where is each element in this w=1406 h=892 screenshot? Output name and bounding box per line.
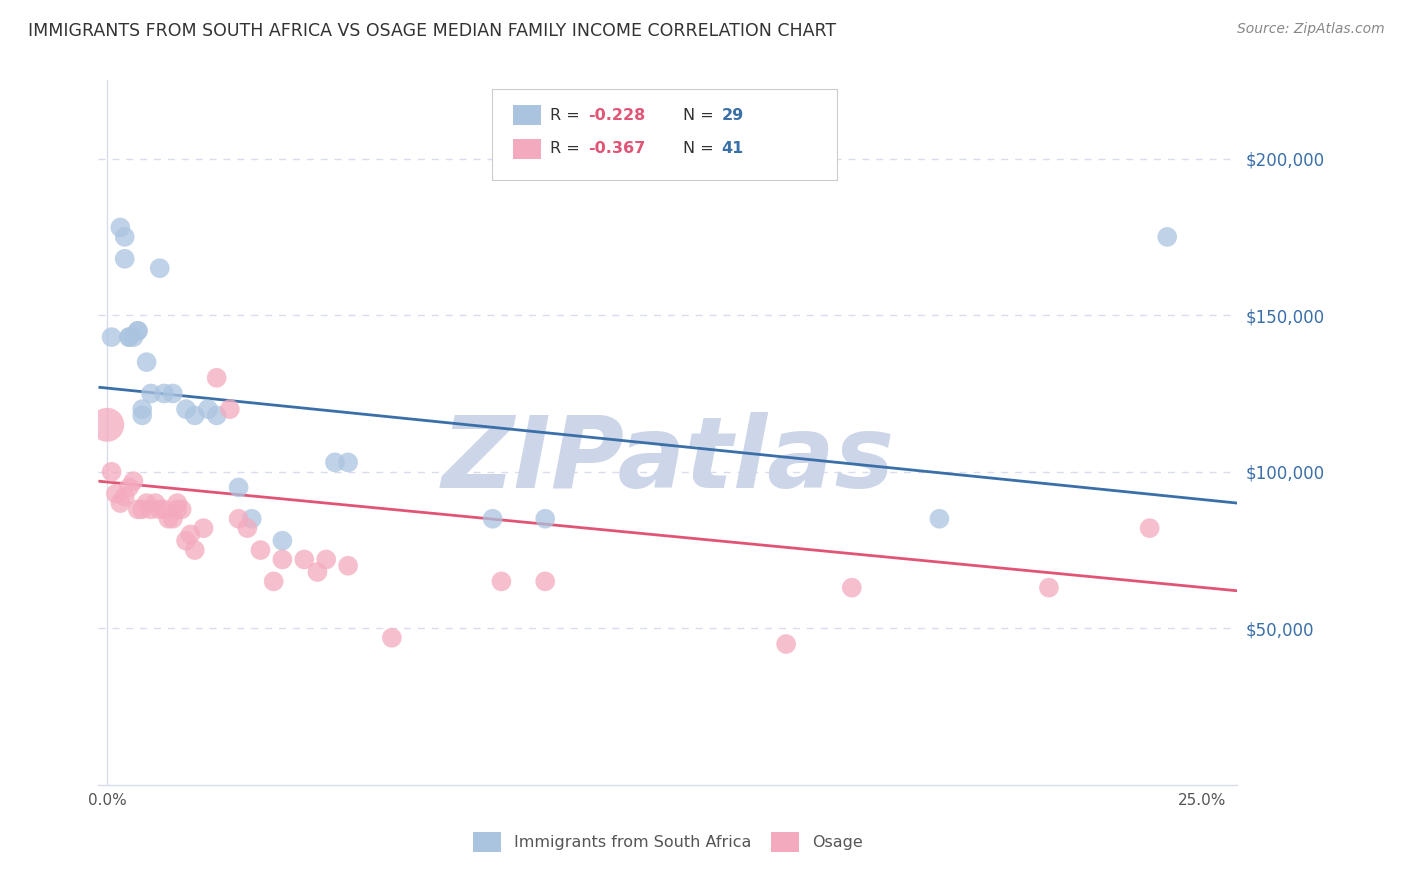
Legend: Immigrants from South Africa, Osage: Immigrants from South Africa, Osage [467,826,869,858]
Point [179,527,201,541]
Point [236,521,259,535]
Point [1156,230,1178,244]
Point [240,512,263,526]
Point [292,552,315,566]
Text: R =: R = [550,142,585,156]
Text: ZIPatlas: ZIPatlas [441,412,894,509]
Point [381,631,404,645]
Point [271,533,294,548]
Point [127,324,149,338]
Point [122,474,145,488]
Point [139,386,162,401]
Point [110,220,132,235]
Point [131,409,153,423]
Point [481,512,503,526]
Text: -0.228: -0.228 [588,108,645,122]
Point [104,486,127,500]
Point [118,480,141,494]
Point [174,402,197,417]
Point [135,355,157,369]
Text: N =: N = [683,108,720,122]
Point [149,502,172,516]
Point [263,574,285,589]
Point [110,496,132,510]
Text: IMMIGRANTS FROM SOUTH AFRICA VS OSAGE MEDIAN FAMILY INCOME CORRELATION CHART: IMMIGRANTS FROM SOUTH AFRICA VS OSAGE ME… [28,22,837,40]
Point [157,512,180,526]
Text: -0.367: -0.367 [588,142,645,156]
Point [534,574,557,589]
Point [149,261,172,276]
Point [139,502,162,516]
Point [1139,521,1161,535]
Point [184,543,207,558]
Point [153,386,176,401]
Point [228,512,250,526]
Point [96,417,118,432]
Point [153,502,176,516]
Point [1038,581,1060,595]
Point [775,637,797,651]
Point [928,512,950,526]
Point [127,324,149,338]
Point [193,521,215,535]
Point [841,581,863,595]
Point [534,512,557,526]
Point [315,552,337,566]
Point [131,402,153,417]
Point [122,330,145,344]
Point [131,502,153,516]
Point [271,552,294,566]
Point [228,480,250,494]
Point [114,252,136,266]
Text: N =: N = [683,142,720,156]
Text: 41: 41 [721,142,744,156]
Point [170,502,193,516]
Point [205,409,228,423]
Point [184,409,207,423]
Point [174,533,197,548]
Point [205,371,228,385]
Point [197,402,219,417]
Point [100,330,122,344]
Point [118,330,141,344]
Point [162,386,184,401]
Point [118,330,141,344]
Point [145,496,167,510]
Point [135,496,157,510]
Point [127,502,149,516]
Point [100,465,122,479]
Text: 29: 29 [721,108,744,122]
Point [491,574,513,589]
Point [218,402,240,417]
Point [114,230,136,244]
Point [337,455,360,469]
Point [166,502,188,516]
Point [307,565,329,579]
Point [337,558,360,573]
Text: Source: ZipAtlas.com: Source: ZipAtlas.com [1237,22,1385,37]
Point [166,496,188,510]
Point [162,512,184,526]
Text: R =: R = [550,108,585,122]
Point [249,543,271,558]
Point [323,455,346,469]
Point [114,490,136,504]
